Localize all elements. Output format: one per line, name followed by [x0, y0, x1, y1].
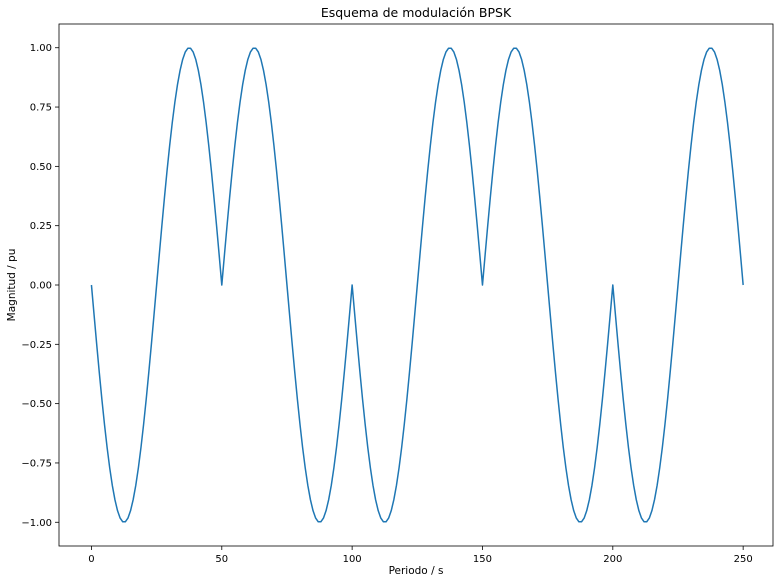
x-tick-label: 0	[88, 554, 94, 565]
y-tick-label: 1.00	[30, 43, 52, 54]
y-axis-label: Magnitud / pu	[6, 249, 18, 322]
plot-frame	[58, 23, 774, 547]
x-tick-label: 250	[734, 554, 753, 565]
x-tick-label: 200	[603, 554, 622, 565]
y-tick-label: −1.00	[21, 518, 52, 529]
x-tick-label: 50	[215, 554, 228, 565]
x-axis-ticks: 0 50 100 150 200 250	[88, 546, 753, 565]
plot-area	[58, 23, 774, 547]
y-tick-label: −0.75	[21, 458, 52, 469]
y-tick-label: 0.50	[30, 162, 52, 173]
y-axis-ticks: 1.00 0.75 0.50 0.25 0.00 −0.25 −0.50 −0.75 −1.00	[21, 43, 59, 529]
y-tick-label: 0.25	[30, 221, 52, 232]
x-tick-label: 100	[343, 554, 362, 565]
y-tick-label: −0.25	[21, 340, 52, 351]
x-tick-label: 150	[473, 554, 492, 565]
y-tick-label: 0.75	[30, 103, 52, 114]
series-layer	[90, 47, 744, 523]
series-line-0	[90, 47, 744, 523]
chart-title: Esquema de modulación BPSK	[321, 5, 512, 20]
y-tick-label: 0.00	[30, 281, 52, 292]
y-tick-label: −0.50	[21, 399, 52, 410]
x-axis-label: Periodo / s	[389, 565, 444, 577]
